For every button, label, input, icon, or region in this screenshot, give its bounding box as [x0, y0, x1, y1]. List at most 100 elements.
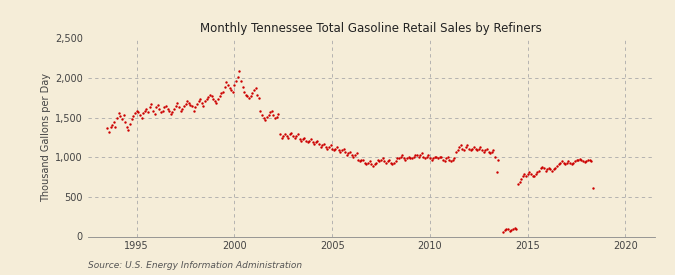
Point: [141, 107, 152, 111]
Point: [583, 158, 593, 162]
Point: [221, 80, 232, 84]
Point: [323, 145, 334, 149]
Point: [405, 156, 416, 160]
Point: [464, 146, 475, 151]
Point: [105, 125, 116, 130]
Point: [138, 111, 148, 115]
Point: [413, 154, 424, 159]
Point: [219, 85, 230, 89]
Point: [384, 158, 395, 162]
Point: [346, 153, 357, 157]
Point: [203, 95, 214, 99]
Point: [576, 158, 587, 162]
Point: [522, 172, 533, 176]
Point: [338, 146, 349, 151]
Point: [506, 228, 517, 232]
Point: [448, 158, 458, 162]
Point: [213, 97, 223, 102]
Point: [361, 162, 372, 167]
Point: [267, 108, 277, 113]
Point: [217, 89, 228, 94]
Point: [354, 159, 365, 163]
Point: [516, 177, 526, 181]
Point: [279, 132, 290, 136]
Point: [307, 140, 318, 144]
Point: [172, 100, 183, 105]
Point: [390, 159, 401, 163]
Point: [247, 91, 258, 95]
Point: [304, 139, 315, 143]
Point: [371, 161, 381, 165]
Point: [178, 104, 189, 108]
Point: [200, 99, 211, 103]
Point: [562, 161, 572, 165]
Point: [555, 161, 566, 165]
Point: [102, 126, 113, 131]
Point: [400, 158, 411, 162]
Point: [245, 94, 256, 98]
Point: [276, 135, 287, 140]
Point: [310, 140, 321, 144]
Point: [441, 156, 452, 160]
Point: [340, 150, 350, 154]
Point: [483, 150, 494, 154]
Point: [540, 169, 551, 173]
Point: [236, 79, 246, 84]
Point: [239, 89, 250, 94]
Point: [375, 158, 386, 162]
Point: [256, 113, 267, 117]
Point: [402, 156, 412, 160]
Point: [501, 226, 512, 231]
Point: [426, 158, 437, 162]
Point: [377, 156, 388, 160]
Point: [481, 146, 492, 151]
Point: [302, 140, 313, 144]
Point: [428, 156, 439, 160]
Point: [167, 110, 178, 114]
Point: [262, 115, 273, 119]
Point: [330, 146, 341, 151]
Point: [288, 134, 298, 138]
Point: [444, 158, 455, 162]
Point: [259, 116, 269, 121]
Point: [362, 161, 373, 165]
Point: [508, 226, 518, 231]
Point: [136, 116, 147, 120]
Point: [436, 154, 447, 159]
Point: [115, 114, 126, 118]
Point: [550, 165, 561, 170]
Point: [173, 105, 184, 110]
Point: [225, 88, 236, 92]
Point: [123, 127, 134, 132]
Point: [348, 154, 358, 159]
Point: [520, 174, 531, 178]
Point: [190, 105, 200, 110]
Point: [151, 105, 161, 110]
Point: [477, 148, 487, 152]
Point: [487, 150, 497, 154]
Point: [351, 151, 362, 156]
Point: [414, 153, 425, 157]
Point: [131, 108, 142, 113]
Point: [358, 158, 369, 162]
Point: [418, 154, 429, 159]
Point: [452, 148, 463, 152]
Point: [229, 83, 240, 87]
Point: [343, 151, 354, 156]
Point: [570, 159, 580, 163]
Point: [509, 226, 520, 230]
Point: [364, 159, 375, 163]
Point: [237, 85, 248, 89]
Point: [118, 112, 129, 117]
Point: [425, 156, 435, 160]
Point: [554, 162, 564, 167]
Point: [322, 146, 333, 151]
Point: [109, 119, 119, 124]
Point: [185, 103, 196, 107]
Point: [224, 86, 235, 90]
Point: [260, 118, 271, 122]
Point: [128, 114, 139, 118]
Point: [223, 83, 234, 87]
Point: [579, 160, 590, 164]
Point: [142, 110, 153, 114]
